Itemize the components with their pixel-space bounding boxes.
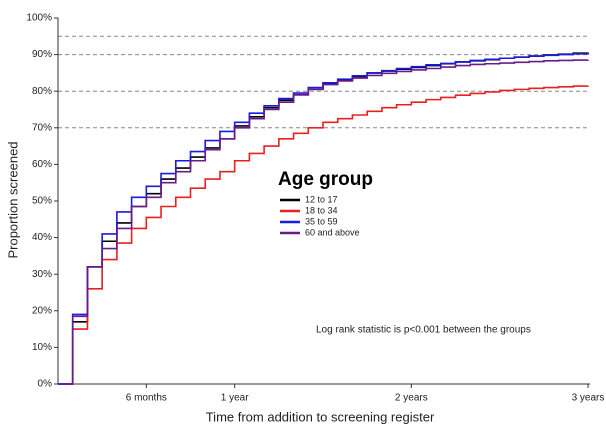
x-tick-label: 3 years xyxy=(572,393,605,404)
y-tick-label: 100% xyxy=(26,13,52,24)
legend-label: 18 to 34 xyxy=(305,205,338,215)
y-tick-label: 10% xyxy=(32,342,52,353)
legend-label: 60 and above xyxy=(305,227,360,237)
x-tick-label: 6 months xyxy=(126,393,167,404)
y-tick-label: 0% xyxy=(38,379,53,390)
x-tick-label: 2 years xyxy=(395,393,428,404)
legend-label: 12 to 17 xyxy=(305,194,338,204)
legend-label: 35 to 59 xyxy=(305,216,338,226)
y-tick-label: 20% xyxy=(32,305,52,316)
series-line xyxy=(58,85,589,385)
series-line xyxy=(58,53,589,385)
y-tick-label: 80% xyxy=(32,86,52,97)
legend-title: Age group xyxy=(278,169,373,190)
y-tick-label: 40% xyxy=(32,232,52,243)
y-tick-label: 50% xyxy=(32,196,52,207)
y-tick-label: 70% xyxy=(32,122,52,133)
y-tick-label: 60% xyxy=(32,159,52,170)
y-tick-label: 90% xyxy=(32,49,52,60)
x-tick-label: 1 year xyxy=(221,393,249,404)
series-line xyxy=(58,59,589,385)
y-axis-title: Proportion screened xyxy=(5,141,20,258)
y-tick-label: 30% xyxy=(32,269,52,280)
x-axis-title: Time from addition to screening register xyxy=(206,409,435,424)
annotation: Log rank statistic is p<0.001 between th… xyxy=(316,325,531,336)
